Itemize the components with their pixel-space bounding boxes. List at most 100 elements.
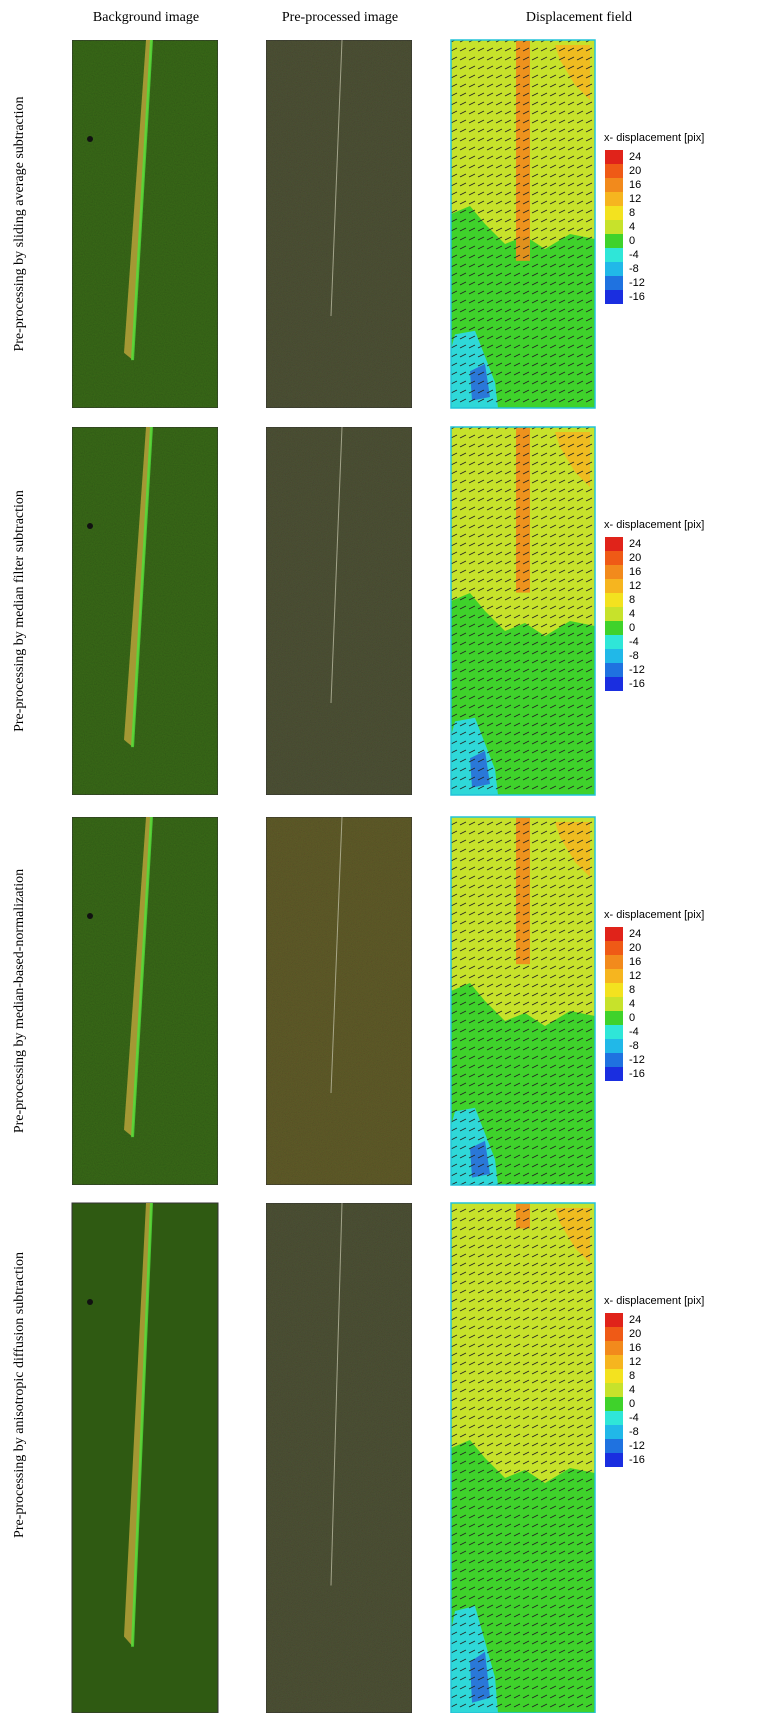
legend-tick: 12 xyxy=(629,970,641,982)
legend-swatch xyxy=(605,927,623,941)
streak xyxy=(330,1202,343,1586)
column-header: Background image xyxy=(93,10,199,25)
row-label: Pre-processing by median-based-normaliza… xyxy=(12,869,27,1133)
legend-swatch xyxy=(605,220,623,234)
legend-swatch xyxy=(605,1425,623,1439)
streak-edge xyxy=(131,40,153,361)
preprocessed-image xyxy=(265,39,413,409)
legend-swatch xyxy=(605,276,623,290)
legend-tick: 20 xyxy=(629,552,641,564)
legend-swatch xyxy=(605,983,623,997)
legend-title: x- displacement [pix] xyxy=(604,132,704,144)
preprocessed-image xyxy=(265,426,413,796)
legend-tick: 16 xyxy=(629,179,641,191)
legend-swatch xyxy=(605,649,623,663)
legend-tick: 4 xyxy=(629,1384,635,1396)
legend-swatch xyxy=(605,1067,623,1081)
spot xyxy=(87,523,93,529)
legend-swatch xyxy=(605,1053,623,1067)
preprocessed-image xyxy=(265,816,413,1186)
legend-swatch xyxy=(605,565,623,579)
legend-tick: 8 xyxy=(629,594,635,606)
streak xyxy=(330,426,343,704)
legend-swatch xyxy=(605,1313,623,1327)
displacement-field xyxy=(450,1202,596,1713)
legend-swatch xyxy=(605,1411,623,1425)
field-border xyxy=(450,426,596,796)
legend-swatch xyxy=(605,997,623,1011)
legend-tick: 8 xyxy=(629,1370,635,1382)
legend-tick: -12 xyxy=(629,1440,645,1452)
streak xyxy=(330,816,343,1094)
streak xyxy=(124,427,152,748)
image-base xyxy=(265,1202,413,1713)
streak xyxy=(330,39,343,317)
legend-swatch xyxy=(605,955,623,969)
legend-tick: -4 xyxy=(629,249,639,261)
legend-swatch xyxy=(605,1439,623,1453)
legend-tick: 0 xyxy=(629,1012,635,1024)
background-image xyxy=(71,426,219,796)
spot xyxy=(87,136,93,142)
legend-tick: 4 xyxy=(629,998,635,1010)
legend-tick: -12 xyxy=(629,664,645,676)
legend-swatch xyxy=(605,1011,623,1025)
row-label: Pre-processing by anisotropic diffusion … xyxy=(12,1252,27,1538)
legend-tick: 24 xyxy=(629,1314,641,1326)
legend-swatch xyxy=(605,677,623,691)
legend-tick: -4 xyxy=(629,636,639,648)
legend-swatch xyxy=(605,941,623,955)
legend-swatch xyxy=(605,551,623,565)
legend-tick: 16 xyxy=(629,1342,641,1354)
legend-title: x- displacement [pix] xyxy=(604,909,704,921)
legend-swatch xyxy=(605,1327,623,1341)
legend-swatch xyxy=(605,607,623,621)
vectors xyxy=(451,40,595,408)
vectors xyxy=(451,427,595,795)
spot xyxy=(87,1299,93,1305)
legend-swatch xyxy=(605,1383,623,1397)
legend-tick: 12 xyxy=(629,580,641,592)
legend-tick: -8 xyxy=(629,1040,639,1052)
legend-tick: 24 xyxy=(629,151,641,163)
legend-swatch xyxy=(605,150,623,164)
legend-swatch xyxy=(605,234,623,248)
legend-tick: 24 xyxy=(629,928,641,940)
legend-swatch xyxy=(605,290,623,304)
legend-swatch xyxy=(605,178,623,192)
legend-tick: -12 xyxy=(629,277,645,289)
legend-swatch xyxy=(605,206,623,220)
row-label: Pre-processing by median filter subtract… xyxy=(12,490,27,732)
streak xyxy=(124,1203,152,1647)
row-label: Pre-processing by sliding average subtra… xyxy=(12,96,27,351)
legend-tick: 8 xyxy=(629,207,635,219)
background-image xyxy=(71,816,219,1186)
legend-swatch xyxy=(605,537,623,551)
displacement-field xyxy=(450,816,596,1186)
legend-tick: 20 xyxy=(629,165,641,177)
streak xyxy=(124,40,152,361)
legend-swatch xyxy=(605,969,623,983)
legend-tick: -16 xyxy=(629,1454,645,1466)
legend-swatch xyxy=(605,635,623,649)
legend-tick: -8 xyxy=(629,263,639,275)
legend-tick: 4 xyxy=(629,608,635,620)
legend-tick: 20 xyxy=(629,942,641,954)
legend-tick: -8 xyxy=(629,1426,639,1438)
legend-swatch xyxy=(605,579,623,593)
legend-tick: 0 xyxy=(629,622,635,634)
legend-swatch xyxy=(605,593,623,607)
image-base xyxy=(265,39,413,409)
legend-swatch xyxy=(605,192,623,206)
legend-tick: 12 xyxy=(629,1356,641,1368)
background-image xyxy=(71,39,219,409)
legend-tick: 12 xyxy=(629,193,641,205)
spot xyxy=(87,913,93,919)
legend-swatch xyxy=(605,164,623,178)
displacement-field xyxy=(450,39,596,409)
column-header: Displacement field xyxy=(526,10,632,25)
field-border xyxy=(450,1202,596,1713)
streak-edge xyxy=(131,817,153,1138)
preprocessed-image xyxy=(265,1202,413,1713)
image-base xyxy=(265,816,413,1186)
